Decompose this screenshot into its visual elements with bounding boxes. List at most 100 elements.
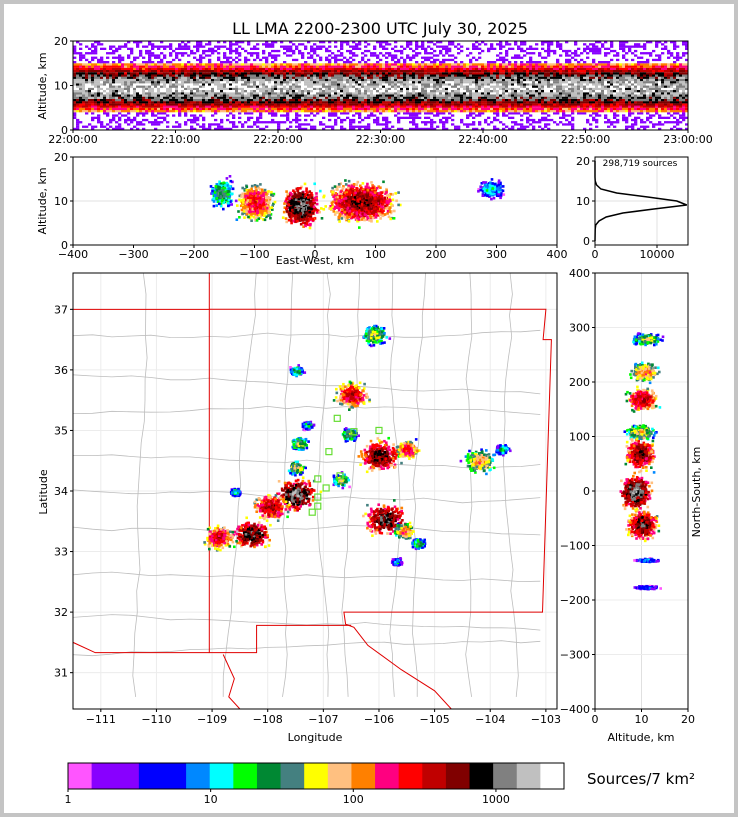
th-cell [154, 105, 158, 108]
th-cell [340, 69, 344, 73]
th-cell [232, 98, 236, 102]
th-cell [220, 67, 224, 70]
th-cell [223, 87, 227, 90]
th-cell [313, 127, 317, 131]
th-cell [385, 101, 389, 104]
th-cell [454, 103, 458, 106]
th-cell [142, 90, 146, 93]
th-cell [130, 87, 134, 90]
th-cell [256, 69, 260, 73]
th-cell [463, 90, 467, 93]
th-cell [283, 69, 287, 73]
th-cell [505, 85, 509, 88]
th-cell [553, 105, 557, 108]
th-cell [400, 103, 404, 106]
th-cell [250, 87, 254, 90]
th-cell [484, 94, 488, 97]
th-cell [448, 112, 452, 115]
th-cell [373, 65, 377, 68]
th-cell [97, 65, 101, 68]
th-cell [331, 112, 335, 115]
th-cell [190, 92, 194, 95]
th-cell [142, 105, 146, 108]
th-cell [220, 74, 224, 77]
th-cell [265, 65, 269, 68]
th-cell [124, 43, 128, 46]
th-cell [256, 110, 260, 113]
th-cell [235, 103, 239, 106]
th-cell [361, 65, 365, 68]
th-cell [556, 87, 560, 90]
th-cell [250, 76, 254, 79]
th-cell [133, 98, 137, 102]
th-cell [244, 96, 248, 99]
th-cell [463, 72, 467, 75]
th-cell [256, 107, 260, 111]
th-cell [274, 87, 278, 90]
th-cell [73, 49, 77, 53]
th-cell [556, 96, 560, 99]
th-cell [547, 127, 551, 131]
th-cell [382, 41, 386, 44]
th-cell [373, 110, 377, 113]
th-cell [574, 103, 578, 106]
th-cell [526, 110, 530, 113]
th-cell [433, 121, 437, 124]
th-cell [100, 72, 104, 75]
th-cell [565, 41, 569, 44]
th-cell [475, 107, 479, 111]
th-cell [283, 114, 287, 117]
th-cell [241, 123, 245, 126]
th-cell [325, 87, 329, 90]
th-cell [322, 127, 326, 131]
th-cell [427, 110, 431, 113]
th-cell [280, 96, 284, 99]
th-cell [271, 49, 275, 53]
th-cell [547, 41, 551, 44]
th-cell [172, 92, 176, 95]
th-cell [538, 61, 542, 64]
th-cell [214, 65, 218, 68]
th-cell [448, 98, 452, 102]
th-cell [184, 98, 188, 102]
th-cell [406, 54, 410, 57]
th-cell [73, 110, 77, 113]
th-cell [160, 103, 164, 106]
th-cell [241, 105, 245, 108]
th-cell [403, 105, 407, 108]
th-cell [235, 105, 239, 108]
th-cell [523, 94, 527, 97]
th-cell [457, 90, 461, 93]
th-cell [397, 85, 401, 88]
th-cell [388, 96, 392, 99]
th-cell [490, 81, 494, 84]
th-cell [538, 107, 542, 111]
th-cell [472, 94, 476, 97]
th-cell [514, 110, 518, 113]
th-cell [364, 85, 368, 88]
th-cell [556, 92, 560, 95]
th-cell [91, 94, 95, 97]
th-cell [379, 101, 383, 104]
th-cell [463, 103, 467, 106]
th-cell [235, 56, 239, 59]
th-cell [499, 94, 503, 97]
th-cell [310, 87, 314, 90]
th-cell [313, 76, 317, 79]
th-cell [238, 96, 242, 99]
th-cell [343, 78, 347, 82]
th-cell [184, 65, 188, 68]
th-cell [226, 118, 230, 122]
th-cell [307, 76, 311, 79]
th-cell [301, 43, 305, 46]
th-cell [394, 78, 398, 82]
th-cell [265, 58, 269, 62]
th-cell [280, 87, 284, 90]
th-cell [136, 67, 140, 70]
th-cell [157, 69, 161, 73]
th-cell [355, 85, 359, 88]
th-cell [190, 81, 194, 84]
th-cell [322, 101, 326, 104]
th-cell [322, 74, 326, 77]
th-cell [115, 74, 119, 77]
